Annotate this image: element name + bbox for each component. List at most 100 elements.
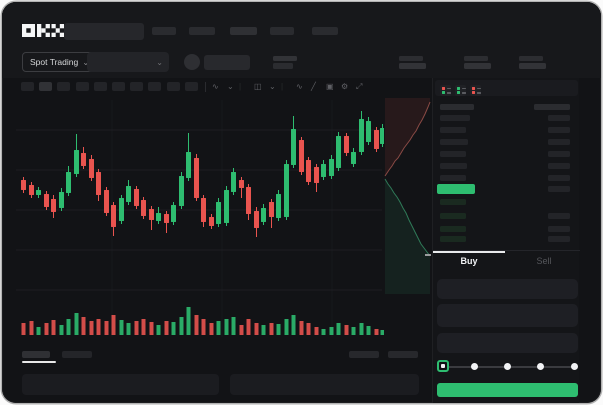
ticker-stat: [464, 56, 491, 69]
trade-side-panel: Buy Sell: [432, 78, 580, 403]
avatar[interactable]: [184, 54, 200, 70]
active-tab-indicator: [433, 251, 505, 253]
chart-toolbar: ∿ ⌄ | ◫ ⌄ | ∿ ╱ ▣ ⚙ ⤢: [2, 78, 432, 97]
nav-item[interactable]: [189, 27, 215, 35]
timeframe-button[interactable]: [130, 82, 144, 91]
chevron-down-icon: ⌄: [82, 56, 90, 67]
nav-item[interactable]: [230, 27, 257, 35]
bottom-panel-left[interactable]: [22, 374, 219, 395]
timeframe-button[interactable]: [93, 82, 107, 91]
tab-buy[interactable]: Buy: [460, 256, 478, 266]
header-action-button[interactable]: [204, 55, 250, 70]
book-both-sides-icon[interactable]: [440, 85, 451, 96]
ticker-stat: [399, 56, 426, 69]
ask-amount-bar[interactable]: [548, 139, 570, 145]
price-marker-tick: [425, 254, 431, 256]
slider-stop-75[interactable]: [537, 363, 545, 370]
bid-amount-bar[interactable]: [548, 213, 570, 219]
divider: [205, 82, 206, 92]
line-tool-icon[interactable]: ∿: [296, 82, 303, 91]
bottom-tab-active[interactable]: [22, 351, 50, 358]
bid-price-bar[interactable]: [440, 199, 466, 205]
bid-price-bar[interactable]: [440, 226, 466, 232]
timeframe-button[interactable]: [148, 82, 162, 91]
orderbook-header-amount[interactable]: [534, 104, 570, 110]
bids-depth-area: [385, 179, 430, 294]
depth-chart[interactable]: [383, 98, 431, 296]
timeframe-button[interactable]: [21, 82, 34, 91]
timeframe-button[interactable]: [57, 82, 71, 91]
order-form-field-3[interactable]: [437, 333, 578, 353]
ask-amount-bar[interactable]: [548, 175, 570, 181]
ask-amount-bar[interactable]: [548, 115, 570, 121]
ask-price-bar[interactable]: [440, 115, 470, 121]
chevron-down-icon[interactable]: ⌄: [227, 82, 234, 91]
orderbook-toolbar: [435, 80, 578, 96]
active-tab-underline: [22, 361, 56, 363]
settings-gear-icon[interactable]: ⚙: [341, 82, 349, 91]
ask-price-bar[interactable]: [440, 151, 466, 157]
bottom-action[interactable]: [349, 351, 379, 358]
market-type-label: Spot Trading: [30, 57, 79, 67]
ask-amount-bar[interactable]: [548, 186, 570, 192]
top-header: Spot Trading ⌄ ⌄: [2, 2, 601, 78]
ask-price-bar[interactable]: [440, 127, 466, 133]
divider: |: [281, 82, 284, 91]
ask-price-bar[interactable]: [440, 163, 467, 169]
pair-stat: [273, 56, 297, 69]
slider-stop-100[interactable]: [570, 363, 578, 370]
okx-logo[interactable]: [22, 23, 64, 38]
chevron-down-icon[interactable]: ⌄: [269, 82, 276, 91]
bottom-tab[interactable]: [62, 351, 92, 358]
candlestick-chart[interactable]: [16, 97, 384, 342]
bottom-action[interactable]: [388, 351, 418, 358]
amount-slider-handle[interactable]: [437, 360, 449, 372]
timeframe-button[interactable]: [184, 82, 198, 91]
bid-amount-bar[interactable]: [548, 236, 570, 242]
layout-icon[interactable]: ◫: [254, 82, 262, 91]
timeframe-button[interactable]: [166, 82, 180, 91]
slider-stop-50[interactable]: [504, 363, 511, 370]
divider: [433, 250, 580, 251]
chart-gridlines: [16, 100, 382, 337]
order-form-field-2[interactable]: [437, 304, 578, 327]
timeframe-button[interactable]: [75, 82, 89, 91]
order-form-field-1[interactable]: [437, 279, 578, 299]
chart-candles: [21, 111, 384, 237]
search-input[interactable]: [64, 23, 144, 40]
bid-price-bar[interactable]: [440, 236, 466, 242]
nav-item[interactable]: [152, 27, 176, 35]
ask-price-bar[interactable]: [440, 175, 466, 181]
orderbook-header-price[interactable]: [440, 104, 474, 110]
nav-item[interactable]: [312, 27, 338, 35]
bids-depth-line: [384, 178, 431, 257]
book-bids-only-icon[interactable]: [455, 85, 466, 96]
indicator-wave-icon[interactable]: ∿: [212, 82, 219, 91]
tab-sell[interactable]: Sell: [536, 256, 552, 266]
bid-price-bar[interactable]: [440, 213, 466, 219]
divider: |: [239, 82, 242, 91]
ticker-stat: [519, 56, 546, 69]
ask-amount-bar[interactable]: [548, 127, 570, 133]
asks-depth-area: [385, 98, 430, 176]
slider-stop-25[interactable]: [470, 363, 478, 370]
chart-volume-bars: [21, 307, 384, 335]
timeframe-button[interactable]: [112, 82, 125, 91]
fullscreen-icon[interactable]: ⤢: [356, 82, 363, 91]
last-price-badge[interactable]: [437, 184, 475, 194]
bottom-panel-right[interactable]: [230, 374, 419, 395]
nav-item[interactable]: [270, 27, 294, 35]
timeframe-button[interactable]: [39, 82, 53, 91]
chevron-down-icon: ⌄: [156, 57, 163, 67]
camera-icon[interactable]: ▣: [326, 82, 334, 91]
bid-amount-bar[interactable]: [548, 226, 570, 232]
buy-submit-button[interactable]: [437, 383, 578, 397]
ask-price-bar[interactable]: [440, 139, 468, 145]
asks-depth-line: [384, 101, 431, 177]
ask-amount-bar[interactable]: [548, 163, 570, 169]
pair-selector-dropdown[interactable]: ⌄: [87, 52, 169, 72]
ask-amount-bar[interactable]: [548, 151, 570, 157]
book-asks-only-icon[interactable]: [470, 85, 481, 96]
draw-pencil-icon[interactable]: ╱: [311, 82, 316, 91]
